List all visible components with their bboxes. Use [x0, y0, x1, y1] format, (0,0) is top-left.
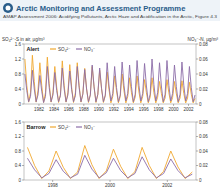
legend-label: NO₃⁻ [84, 47, 96, 52]
chart-page: Arctic Monitoring and Assessment Program… [0, 0, 220, 194]
series-line [27, 155, 192, 177]
x-tick [68, 104, 69, 106]
legend-label: SO₄²⁻ [58, 125, 71, 130]
y-tick [22, 122, 24, 123]
plot-frame [24, 44, 196, 104]
y-tick-label: 1.6 [15, 120, 22, 125]
logo [3, 3, 13, 13]
y-tick [22, 136, 24, 137]
y-tick-label: 0.4 [15, 163, 22, 168]
x-tick-label: 2002 [184, 107, 195, 112]
y-tick-label: 0 [18, 102, 21, 107]
y-tick [22, 104, 24, 105]
y2-tick-label: 0 [199, 102, 202, 107]
x-tick [173, 104, 174, 106]
logo-inner [6, 6, 11, 11]
y-tick-label: 0 [18, 178, 21, 183]
y2-tick [196, 74, 198, 75]
legend-swatch [76, 126, 82, 127]
y2-tick-label: 0.06 [199, 57, 208, 62]
x-tick [110, 180, 111, 182]
x-tick [83, 104, 84, 106]
y-tick [22, 151, 24, 152]
y-tick-label: 1.6 [15, 42, 22, 47]
y2-tick-label: 0.08 [199, 120, 208, 125]
y2-tick-label: 0.04 [199, 149, 208, 154]
panel-title: Alert [27, 46, 40, 52]
y-tick [22, 89, 24, 90]
y2-tick [196, 44, 198, 45]
y2-tick-label: 0 [199, 178, 202, 183]
legend-label: NO₃⁻ [84, 125, 96, 130]
y2-tick [196, 136, 198, 137]
y2-tick [196, 122, 198, 123]
series-group [25, 55, 195, 103]
x-tick-label: 2000 [169, 107, 180, 112]
x-tick [38, 104, 39, 106]
panel-title: Barrow [27, 124, 47, 130]
y-tick [22, 44, 24, 45]
y2-tick [196, 89, 198, 90]
y2-tick [196, 165, 198, 166]
y-tick-label: 0.8 [15, 72, 22, 77]
x-tick [143, 104, 144, 106]
y2-tick-label: 0.08 [199, 42, 208, 47]
y2-tick [196, 151, 198, 152]
y-tick [22, 165, 24, 166]
y-tick-label: 1.2 [15, 57, 22, 62]
legend-label: SO₄²⁻ [58, 47, 71, 52]
series-line [27, 146, 192, 179]
header-title: Arctic Monitoring and Assessment Program… [16, 4, 185, 13]
y2-axis-label: NO₃⁻-N, µg/m³ [188, 37, 219, 42]
y-tick [22, 74, 24, 75]
series-line [25, 55, 195, 103]
chart-0: 0 0.4 0.8 1.2 1.6 0 0.02 0.04 0.06 0.08 1982 1984 19… [2, 37, 218, 112]
x-tick [167, 180, 168, 182]
y2-tick-label: 0.04 [199, 72, 208, 77]
y2-tick-label: 0.02 [199, 87, 208, 92]
y-tick-label: 1.2 [15, 134, 22, 139]
y2-tick-label: 0.06 [199, 134, 208, 139]
y-tick [22, 59, 24, 60]
legend-swatch [76, 48, 82, 49]
x-tick-label: 1998 [154, 107, 165, 112]
x-tick-label: 2002 [162, 183, 173, 188]
header-subtitle: AMAP Assessment 2006: Acidifying Polluta… [3, 14, 218, 19]
x-tick [113, 104, 114, 106]
x-tick-label: 1984 [49, 107, 60, 112]
y2-tick-label: 0.02 [199, 163, 208, 168]
x-tick-label: 1996 [139, 107, 150, 112]
x-tick-label: 1992 [109, 107, 120, 112]
series-group [27, 146, 192, 179]
header-bg [0, 0, 220, 21]
x-tick-label: 1990 [94, 107, 105, 112]
y2-tick [196, 180, 198, 181]
x-tick-label: 1988 [79, 107, 90, 112]
y2-tick [196, 104, 198, 105]
chart-1: 0 0.4 0.8 1.2 1.6 0 0.02 0.04 0.06 0.08 1998 2000 20… [15, 120, 209, 188]
x-tick [53, 104, 54, 106]
x-tick [158, 104, 159, 106]
x-tick-label: 1982 [34, 107, 45, 112]
x-tick-label: 1998 [48, 183, 59, 188]
x-tick [52, 180, 53, 182]
y-tick-label: 0.8 [15, 149, 22, 154]
x-tick [128, 104, 129, 106]
x-tick-label: 1994 [124, 107, 135, 112]
y2-tick [196, 59, 198, 60]
y-axis-label: SO₄²⁻-S in air, µg/m³ [2, 37, 45, 42]
y-tick [22, 180, 24, 181]
x-tick-label: 2000 [105, 183, 116, 188]
x-tick-label: 1986 [64, 107, 75, 112]
plot-frame [24, 122, 196, 180]
legend-swatch [50, 126, 56, 127]
series-line [25, 59, 195, 103]
y-tick-label: 0.4 [15, 87, 22, 92]
legend-swatch [50, 48, 56, 49]
x-tick [98, 104, 99, 106]
x-tick [188, 104, 189, 106]
